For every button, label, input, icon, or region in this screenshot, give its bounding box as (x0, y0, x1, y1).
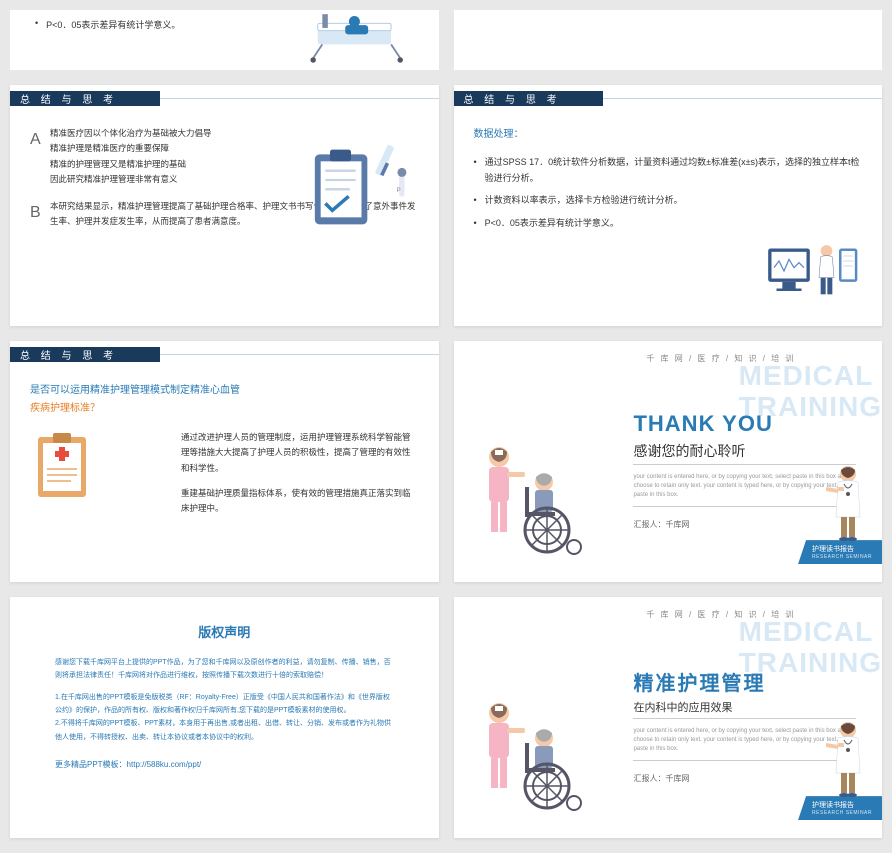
slide0-bullet: P<0．05表示差异有统计学意义。 (46, 18, 180, 31)
doctor-pointing-icon (824, 718, 872, 803)
main-title: 精准护理管理 (633, 667, 856, 696)
desc-text: your content is entered here, or by copy… (633, 727, 856, 754)
desc-text: your content is entered here, or by copy… (633, 473, 856, 500)
slide-partial-top-left: • P<0．05表示差异有统计学意义。 (10, 10, 439, 70)
author: 汇报人：千库网 (633, 773, 856, 784)
slide-summary-a: 总 结 与 思 考 A 精准医疗因以个体化治疗为基础被大力倡导 精准护理是精准医… (10, 85, 439, 326)
slide-thankyou: MEDICAL TRAINING 千 库 网 / 医 疗 / 知 识 / 培 训… (454, 341, 883, 582)
bullet-1: 通过SPSS 17．0统计软件分析数据，计量资料通过均数±标准差(x±s)表示，… (485, 154, 862, 186)
monitor-doctor-icon (764, 236, 864, 316)
clipboard-icon (309, 145, 379, 238)
slide-data-processing: 总 结 与 思 考 数据处理： 通过SPSS 17．0统计软件分析数据，计量资料… (454, 85, 883, 326)
bullet-2: 计数资料以率表示，选择卡方检验进行统计分析。 (485, 192, 683, 208)
title-cn: 感谢您的耐心聆听 (633, 441, 856, 461)
copyright-link[interactable]: 更多精品PPT模板：http://588ku.com/ppt/ (55, 759, 394, 770)
section-header: 总 结 与 思 考 (454, 91, 604, 106)
question-text: 是否可以运用精准护理管理模式制定精准心血管 疾病护理标准？ (30, 382, 419, 418)
copyright-body: 感谢您下载千库网平台上提供的PPT作品，为了您和千库网以及原创作者的利益，请勿复… (55, 656, 394, 744)
slide-partial-top-right (454, 10, 883, 70)
syringe-icon: P (374, 140, 419, 208)
title-en: THANK YOU (633, 411, 856, 437)
slide-question: 总 结 与 思 考 是否可以运用精准护理管理模式制定精准心血管 疾病护理标准？ … (10, 341, 439, 582)
doctor-pointing-icon (824, 462, 872, 547)
nurse-wheelchair-icon (469, 432, 599, 572)
clipboard-orange-icon (35, 431, 90, 506)
copyright-title: 版权声明 (55, 622, 394, 641)
hospital-bed-icon (304, 10, 414, 70)
item-letter-a: A (30, 126, 50, 187)
data-title: 数据处理： (474, 126, 863, 144)
slide-title: MEDICAL TRAINING 千 库 网 / 医 疗 / 知 识 / 培 训… (454, 597, 883, 838)
svg-text:P: P (396, 187, 400, 194)
section-header: 总 结 与 思 考 (10, 347, 160, 362)
nurse-wheelchair-icon (469, 688, 599, 828)
author: 汇报人：千库网 (633, 519, 856, 530)
breadcrumb: 千 库 网 / 医 疗 / 知 识 / 培 训 (646, 353, 795, 364)
answer-text: 通过改进护理人员的管理制度，运用护理管理系统科学智能管理等措施大大提高了护理人员… (181, 430, 419, 516)
slide-copyright: 版权声明 感谢您下载千库网平台上提供的PPT作品，为了您和千库网以及原创作者的利… (10, 597, 439, 838)
item-letter-b: B (30, 199, 50, 230)
bullet-3: P<0．05表示差异有统计学意义。 (485, 215, 619, 231)
section-header: 总 结 与 思 考 (10, 91, 160, 106)
subtitle: 在内科中的应用效果 (633, 699, 856, 715)
breadcrumb: 千 库 网 / 医 疗 / 知 识 / 培 训 (646, 609, 795, 620)
